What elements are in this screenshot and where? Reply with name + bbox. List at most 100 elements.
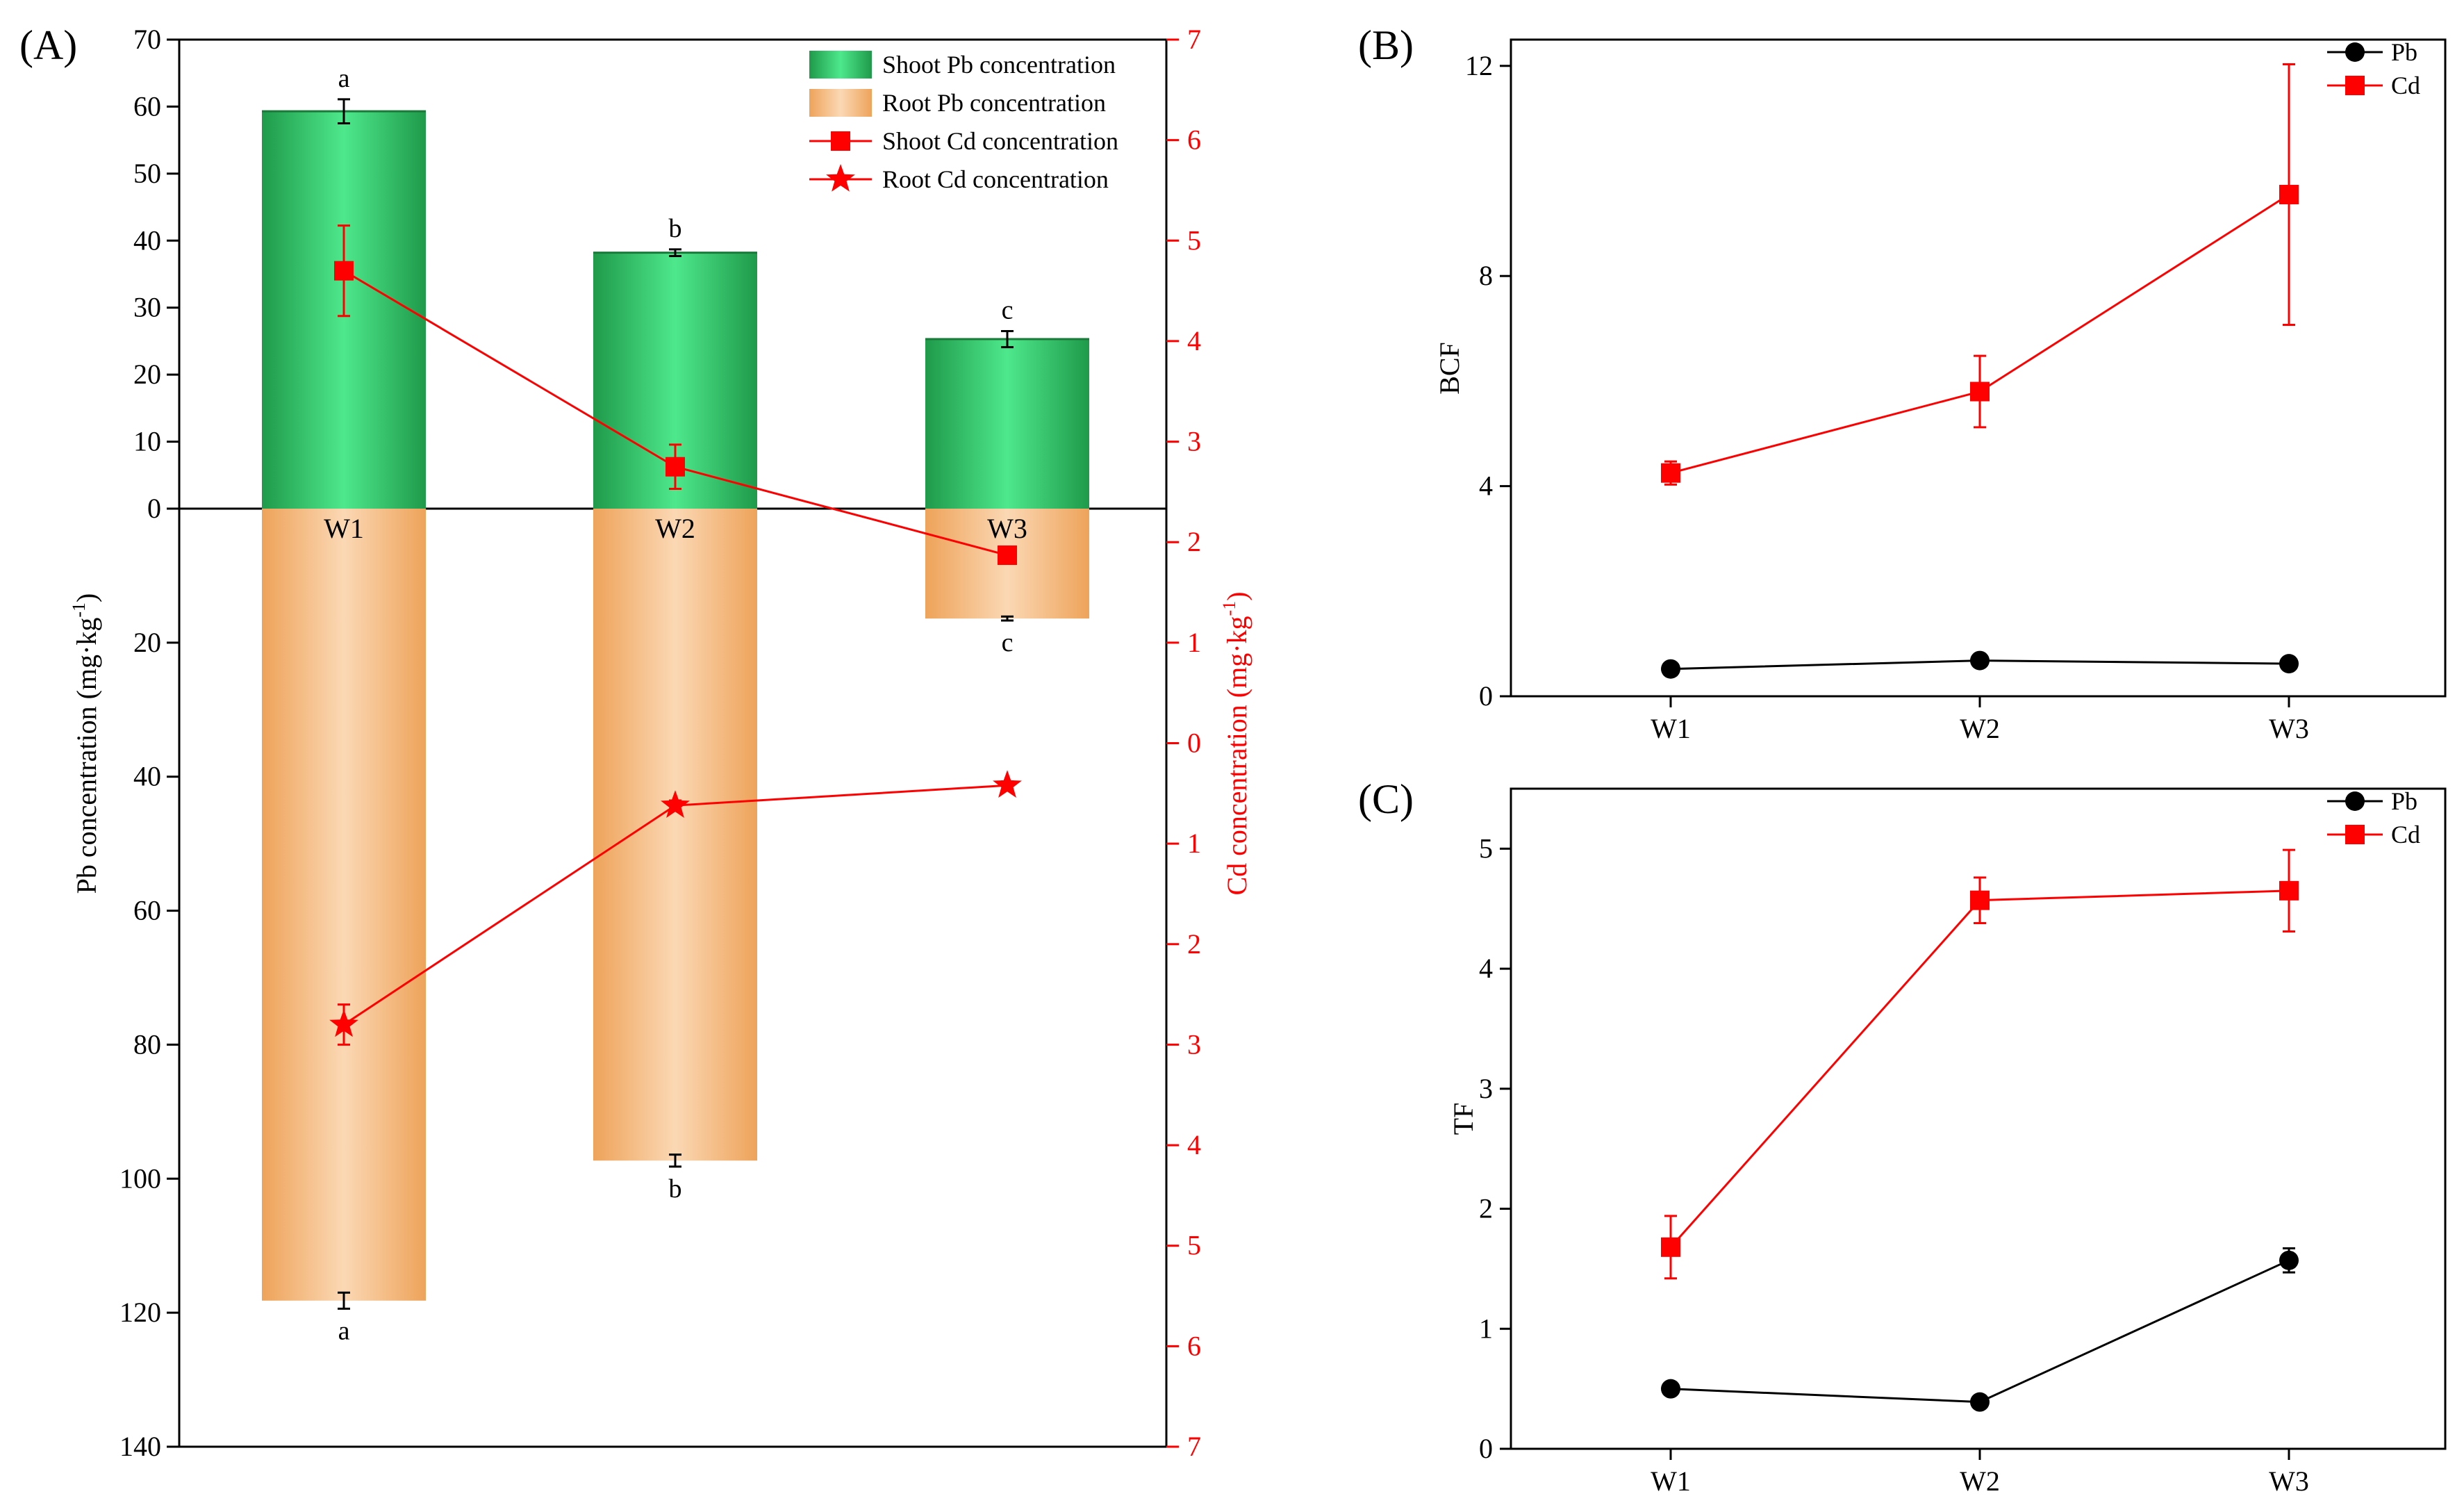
root-pb-letter: b bbox=[669, 1174, 682, 1204]
cd-point bbox=[2279, 880, 2299, 901]
cd-series bbox=[329, 224, 1022, 1046]
panel-b-label: (B) bbox=[1358, 22, 1414, 68]
legend-label: Pb bbox=[2391, 38, 2417, 66]
pb-line bbox=[1670, 1259, 2290, 1404]
y2-axis-title-text: Cd concentration (mg·kg-1) bbox=[1219, 591, 1252, 895]
legend-marker-cd bbox=[2345, 76, 2365, 95]
left-tick-label: 0 bbox=[147, 493, 161, 524]
left-tick-label: 140 bbox=[119, 1431, 161, 1462]
root-pb-error-bar bbox=[669, 1153, 681, 1168]
legend-marker-pb bbox=[2345, 791, 2365, 811]
y-axis-title-tail: ) bbox=[71, 593, 102, 602]
cd-point bbox=[1970, 890, 1990, 910]
legend: Shoot Pb concentration Root Pb concentrat… bbox=[809, 51, 1118, 193]
left-tick-label: 60 bbox=[133, 90, 161, 122]
left-tick-label: 30 bbox=[133, 292, 161, 323]
right-tick-label: 5 bbox=[1187, 224, 1201, 256]
legend-marker-pb bbox=[2345, 42, 2365, 62]
right-tick-label: 4 bbox=[1187, 325, 1201, 356]
y-tick-label: 3 bbox=[1479, 1073, 1493, 1104]
root-cd-point bbox=[993, 770, 1022, 798]
legend-label: Cd bbox=[2391, 821, 2420, 848]
legend-label: Pb bbox=[2391, 787, 2417, 815]
y-axis-title-main: Pb concentration (mg·kg bbox=[71, 618, 102, 894]
shoot-cd-point bbox=[998, 545, 1017, 566]
x-tick-label: W2 bbox=[1960, 1465, 2000, 1497]
category-label: W2 bbox=[655, 513, 695, 544]
cd-line bbox=[1669, 889, 2290, 1248]
y-tick-label: 2 bbox=[1479, 1193, 1493, 1224]
y-axis-title: BCF bbox=[1434, 342, 1465, 395]
cd-line bbox=[1670, 193, 2290, 475]
root-pb-letter: a bbox=[338, 1316, 350, 1345]
pb-point bbox=[2279, 654, 2299, 674]
y-axis-ticks: 0 1 2 3 4 5 bbox=[1479, 832, 1511, 1464]
cd-point bbox=[1661, 463, 1680, 483]
left-tick-label: 50 bbox=[133, 158, 161, 189]
cd-point bbox=[2279, 185, 2299, 205]
legend-label: Root Pb concentration bbox=[882, 89, 1106, 117]
right-tick-label: 4 bbox=[1187, 1129, 1201, 1160]
right-tick-label: 2 bbox=[1187, 928, 1201, 960]
left-tick-label: 40 bbox=[133, 761, 161, 792]
shoot-cd-point bbox=[334, 261, 354, 281]
pb-point bbox=[2279, 1250, 2299, 1270]
legend-marker-cd bbox=[2345, 825, 2365, 844]
y2-axis-title-main: Cd concentration (mg·kg bbox=[1221, 616, 1252, 895]
root-pb-bar bbox=[593, 509, 757, 1161]
legend: Pb Cd bbox=[2327, 38, 2420, 99]
panel-b-frame bbox=[1510, 38, 2447, 698]
legend: Pb Cd bbox=[2327, 787, 2420, 848]
category-labels: W1 W2 W3 bbox=[1651, 696, 2309, 744]
panel-c-frame bbox=[1510, 787, 2447, 1450]
y-tick-label: 12 bbox=[1465, 50, 1493, 81]
category-label: W1 bbox=[324, 513, 364, 544]
y-axis-title: TF bbox=[1448, 1103, 1479, 1135]
left-tick-label: 120 bbox=[119, 1297, 161, 1328]
y-axis-title-text: Pb concentration (mg·kg-1) bbox=[69, 593, 102, 894]
shoot-cd-point bbox=[665, 457, 685, 477]
right-tick-label: 5 bbox=[1187, 1230, 1201, 1261]
series bbox=[1661, 848, 2299, 1412]
legend-label: Shoot Pb concentration bbox=[882, 51, 1116, 79]
y-tick-label: 0 bbox=[1479, 1433, 1493, 1464]
root-pb-error-bar bbox=[1001, 615, 1014, 622]
panel-c: (C) 0 1 2 3 4 5 W1 W2 W3 TF Pb Cd bbox=[1358, 776, 2447, 1497]
y-tick-label: 4 bbox=[1479, 470, 1493, 502]
legend-swatch-shoot-pb bbox=[809, 51, 872, 79]
right-tick-label: 7 bbox=[1187, 1431, 1201, 1462]
left-tick-label: 80 bbox=[133, 1028, 161, 1060]
y-tick-label: 4 bbox=[1479, 953, 1493, 984]
legend-label: Shoot Cd concentration bbox=[882, 127, 1118, 155]
shoot-pb-error-bar bbox=[1001, 329, 1014, 349]
category-label: W3 bbox=[987, 513, 1027, 544]
right-tick-label: 2 bbox=[1187, 526, 1201, 557]
panel-a-label: (A) bbox=[19, 22, 77, 68]
left-tick-label: 100 bbox=[119, 1163, 161, 1194]
right-tick-label: 1 bbox=[1187, 627, 1201, 658]
pb-point bbox=[1661, 1379, 1680, 1399]
y-tick-label: 1 bbox=[1479, 1313, 1493, 1344]
root-pb-bar bbox=[262, 509, 426, 1301]
legend-marker-shoot-cd bbox=[831, 131, 850, 151]
y-axis-title-sup: -1 bbox=[69, 602, 89, 618]
right-tick-label: 3 bbox=[1187, 426, 1201, 457]
y2-axis-title: Cd concentration (mg·kg-1) bbox=[1219, 591, 1252, 895]
series bbox=[1661, 63, 2299, 679]
x-tick-label: W3 bbox=[2269, 1465, 2309, 1497]
left-tick-label: 20 bbox=[133, 359, 161, 390]
panel-c-label: (C) bbox=[1358, 776, 1414, 822]
pb-point bbox=[1970, 1392, 1990, 1412]
pb-point bbox=[1970, 650, 1990, 671]
cd-point bbox=[1661, 1237, 1680, 1257]
y-tick-label: 8 bbox=[1479, 260, 1493, 291]
left-tick-label: 40 bbox=[133, 224, 161, 256]
x-tick-label: W1 bbox=[1651, 713, 1691, 744]
y2-axis-title-sup: -1 bbox=[1219, 601, 1239, 616]
x-tick-label: W2 bbox=[1960, 713, 2000, 744]
shoot-pb-letter: a bbox=[338, 64, 350, 93]
left-tick-label: 10 bbox=[133, 426, 161, 457]
right-tick-label: 6 bbox=[1187, 1330, 1201, 1361]
